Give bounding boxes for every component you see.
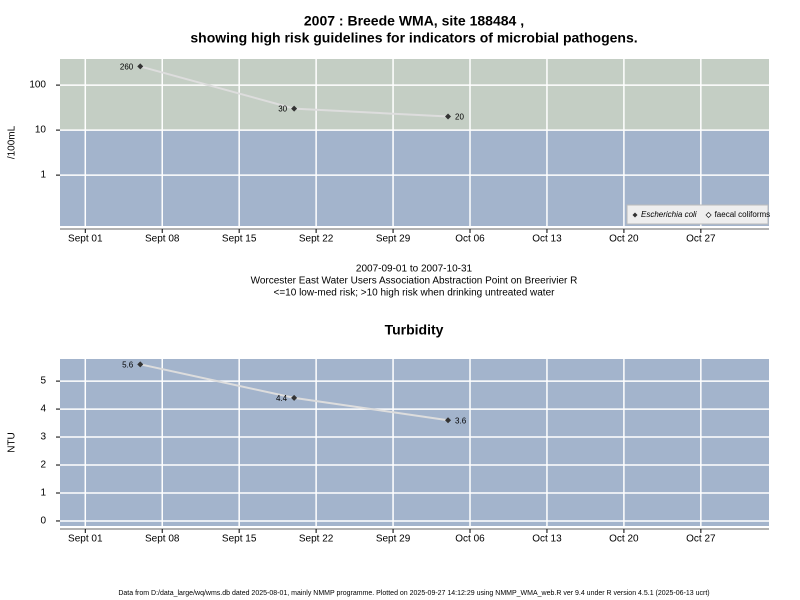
x-tick-label: Oct 20 bbox=[609, 234, 639, 245]
y-tick-label: 10 bbox=[35, 125, 47, 136]
x-tick-label: Oct 13 bbox=[532, 234, 562, 245]
x-tick-label: Sept 01 bbox=[68, 534, 103, 545]
high-risk-band bbox=[60, 59, 769, 131]
x-tick-label: Sept 29 bbox=[376, 534, 411, 545]
chart-title: Turbidity bbox=[385, 322, 444, 338]
data-label: 20 bbox=[455, 113, 464, 122]
y-tick-label: 4 bbox=[40, 404, 46, 415]
data-point bbox=[137, 63, 144, 70]
data-point bbox=[137, 361, 144, 368]
data-point bbox=[445, 113, 452, 120]
y-tick-label: 1 bbox=[40, 170, 46, 181]
x-tick-label: Sept 15 bbox=[222, 534, 257, 545]
x-tick-label: Oct 20 bbox=[609, 534, 639, 545]
x-tick-label: Sept 08 bbox=[145, 234, 180, 245]
legend-label: Escherichia coli bbox=[641, 210, 697, 219]
plot-background bbox=[60, 359, 769, 526]
y-tick-label: 3 bbox=[40, 432, 46, 443]
x-tick-label: Oct 27 bbox=[686, 234, 716, 245]
x-tick-label: Sept 22 bbox=[299, 534, 334, 545]
data-point bbox=[445, 417, 452, 424]
note: Worcester East Water Users Association A… bbox=[251, 276, 578, 287]
y-tick-label: 100 bbox=[29, 80, 46, 91]
legend-label: faecal coliforms bbox=[715, 210, 771, 219]
data-point bbox=[291, 105, 298, 112]
y-tick-label: 2 bbox=[40, 460, 46, 471]
y-tick-label: 5 bbox=[40, 376, 46, 387]
x-tick-label: Oct 06 bbox=[455, 534, 485, 545]
chart-title: 2007 : Breede WMA, site 188484 , bbox=[304, 13, 524, 29]
x-tick-label: Sept 22 bbox=[299, 234, 334, 245]
chart-title: showing high risk guidelines for indicat… bbox=[190, 30, 637, 46]
x-tick-label: Sept 08 bbox=[145, 534, 180, 545]
x-tick-label: Sept 01 bbox=[68, 234, 103, 245]
data-point bbox=[291, 394, 298, 401]
data-label: 260 bbox=[120, 63, 134, 72]
note: <=10 low-med risk; >10 high risk when dr… bbox=[274, 288, 556, 299]
footer: Data from D:/data_large/wq/wms.db dated … bbox=[118, 590, 709, 597]
x-tick-label: Oct 13 bbox=[532, 534, 562, 545]
y-axis-label: NTU bbox=[7, 432, 18, 453]
x-tick-label: Sept 15 bbox=[222, 234, 257, 245]
y-tick-label: 0 bbox=[40, 516, 46, 527]
x-tick-label: Oct 27 bbox=[686, 534, 716, 545]
legend-box bbox=[626, 204, 769, 225]
x-tick-label: Oct 06 bbox=[455, 234, 485, 245]
y-tick-label: 1 bbox=[40, 488, 46, 499]
data-label: 3.6 bbox=[455, 416, 467, 425]
data-label: 5.6 bbox=[122, 360, 134, 369]
data-label: 30 bbox=[278, 105, 287, 114]
legend-marker bbox=[632, 212, 638, 218]
note: 2007-09-01 to 2007-10-31 bbox=[356, 264, 473, 275]
legend-marker bbox=[705, 211, 712, 219]
y-axis-label: /100mL bbox=[7, 125, 18, 159]
data-label: 4.4 bbox=[276, 394, 288, 403]
x-tick-label: Sept 29 bbox=[376, 234, 411, 245]
